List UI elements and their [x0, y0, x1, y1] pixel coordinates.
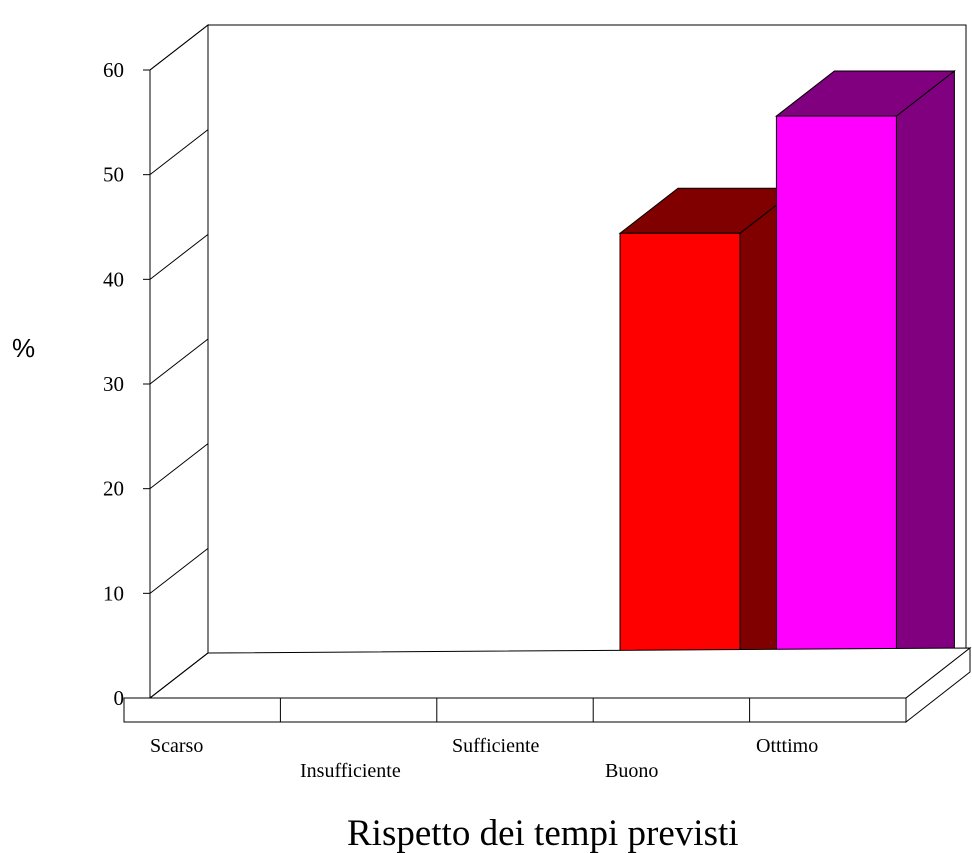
y-axis-ticks: 0 10 20 30 40 50 60 [103, 24, 209, 710]
y-tick-depth [149, 129, 209, 176]
x-tick-label: Insufficiente [300, 760, 401, 782]
base-side [905, 646, 971, 724]
x-tick-label: Scarso [150, 735, 203, 757]
x-tick-label: Otttimo [756, 735, 818, 757]
bars-group [149, 70, 956, 700]
y-axis-label: % [12, 333, 35, 363]
bar-side-face [895, 70, 955, 700]
y-tick-label: 60 [103, 58, 124, 82]
y-tick-depth [149, 338, 209, 385]
y-tick-label: 10 [103, 581, 124, 605]
y-tick-depth [149, 233, 209, 280]
y-tick-label: 40 [103, 267, 124, 291]
bar-buono [618, 187, 800, 700]
x-axis-label: Rispetto dei tempi previsti [347, 813, 739, 853]
y-tick-depth [149, 443, 209, 490]
y-tick-label: 30 [103, 372, 124, 396]
bar-front-face [775, 115, 897, 699]
bar-otttimo [774, 70, 956, 700]
y-tick-depth [149, 547, 209, 594]
chart-base [123, 646, 972, 724]
bar-front-face [619, 232, 741, 699]
y-tick-depth [149, 652, 209, 699]
x-axis-categories: Scarso Insufficiente Sufficiente Buono Ottti… [150, 735, 818, 782]
base-top [124, 647, 972, 699]
y-tick-depth [149, 24, 209, 71]
y-tick-label: 20 [103, 477, 124, 501]
base-front [123, 697, 907, 723]
y-tick-label: 0 [114, 686, 125, 710]
x-tick-label: Sufficiente [452, 735, 540, 757]
x-tick-label: Buono [605, 760, 658, 782]
y-tick-label: 50 [103, 163, 124, 187]
